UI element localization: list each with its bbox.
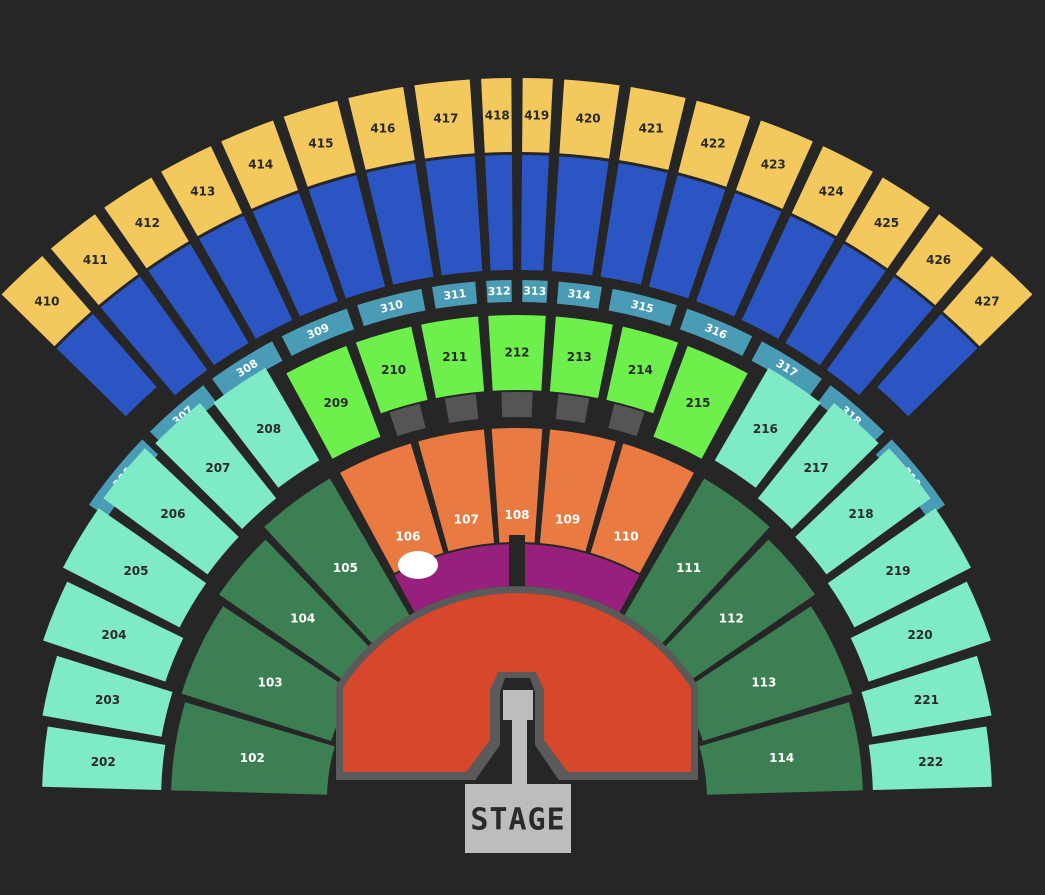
section-315[interactable]	[608, 288, 677, 327]
section-219[interactable]	[827, 508, 972, 628]
section-410[interactable]	[1, 256, 91, 347]
section-111[interactable]	[620, 478, 770, 650]
section-106[interactable]	[340, 443, 444, 574]
section-423-lower[interactable]	[696, 192, 782, 317]
aisle-block	[555, 394, 590, 424]
aisle-block	[389, 403, 426, 437]
section-102[interactable]	[171, 702, 335, 795]
section-312[interactable]	[486, 280, 512, 303]
section-310[interactable]	[357, 288, 426, 327]
section-416[interactable]	[348, 87, 415, 170]
section-218[interactable]	[795, 448, 931, 575]
section-317[interactable]	[751, 341, 822, 397]
section-209[interactable]	[286, 346, 381, 459]
section-205[interactable]	[62, 508, 207, 628]
section-415[interactable]	[283, 100, 356, 187]
section-318[interactable]	[817, 385, 885, 448]
section-416-lower[interactable]	[366, 163, 434, 285]
section-308[interactable]	[212, 341, 283, 397]
section-204[interactable]	[43, 581, 184, 682]
section-313[interactable]	[522, 280, 548, 303]
section-213[interactable]	[549, 316, 613, 399]
section-206[interactable]	[103, 448, 239, 575]
section-109[interactable]	[539, 429, 616, 552]
section-202[interactable]	[42, 726, 166, 791]
section-105[interactable]	[264, 478, 414, 650]
section-425-lower[interactable]	[785, 243, 886, 366]
section-207[interactable]	[155, 402, 277, 529]
section-314[interactable]	[556, 281, 602, 309]
section-423[interactable]	[735, 120, 813, 209]
section-414-lower[interactable]	[252, 192, 338, 317]
section-309[interactable]	[281, 308, 355, 356]
section-417[interactable]	[414, 79, 475, 159]
runway-catwalk	[503, 690, 533, 786]
section-210[interactable]	[355, 326, 428, 414]
section-220[interactable]	[850, 581, 991, 682]
section-422[interactable]	[678, 100, 751, 187]
section-110[interactable]	[590, 443, 694, 574]
section-424-lower[interactable]	[741, 215, 835, 339]
section-215[interactable]	[653, 346, 748, 459]
section-413[interactable]	[161, 146, 243, 237]
section-419[interactable]	[522, 78, 553, 153]
section-212[interactable]	[488, 315, 546, 391]
stage-label: STAGE	[470, 803, 565, 838]
section-112[interactable]	[655, 539, 815, 687]
section-426[interactable]	[895, 214, 984, 306]
section-217[interactable]	[757, 402, 879, 529]
section-418[interactable]	[481, 78, 512, 153]
section-311[interactable]	[432, 281, 478, 309]
section-422-lower[interactable]	[648, 175, 726, 299]
section-417-lower[interactable]	[425, 156, 483, 276]
aisle-block	[501, 392, 533, 418]
section-216[interactable]	[714, 367, 821, 488]
section-412[interactable]	[104, 177, 189, 269]
aisle-bar	[509, 535, 525, 592]
section-415-lower[interactable]	[308, 175, 386, 299]
section-413-lower[interactable]	[199, 215, 293, 339]
section-222[interactable]	[868, 726, 992, 791]
section-420-lower[interactable]	[551, 156, 609, 276]
section-203[interactable]	[42, 655, 173, 737]
section-419-lower[interactable]	[521, 155, 550, 271]
section-411[interactable]	[50, 214, 139, 306]
section-214[interactable]	[606, 326, 679, 414]
section-427[interactable]	[943, 256, 1033, 347]
section-104[interactable]	[219, 539, 379, 687]
aisle-block	[444, 394, 479, 424]
section-208[interactable]	[213, 367, 320, 488]
selected-seat-marker[interactable]	[398, 551, 438, 579]
aisle-block	[608, 403, 645, 437]
section-412-lower[interactable]	[148, 243, 249, 366]
section-307[interactable]	[149, 385, 217, 448]
stage	[465, 784, 571, 853]
section-221[interactable]	[861, 655, 992, 737]
section-427-lower[interactable]	[877, 314, 978, 417]
section-211[interactable]	[421, 316, 485, 399]
section-411-lower[interactable]	[100, 276, 208, 396]
section-107[interactable]	[418, 429, 495, 552]
section-420[interactable]	[559, 79, 620, 159]
section-421-lower[interactable]	[600, 163, 668, 285]
section-414[interactable]	[221, 120, 299, 209]
section-425[interactable]	[845, 177, 930, 269]
section-113[interactable]	[679, 606, 853, 742]
section-410-lower[interactable]	[56, 314, 157, 417]
section-316[interactable]	[679, 308, 753, 356]
section-103[interactable]	[181, 606, 355, 742]
section-426-lower[interactable]	[826, 276, 934, 396]
section-114[interactable]	[699, 702, 863, 795]
floor-layer: STAGE	[336, 586, 698, 853]
section-108[interactable]	[491, 428, 543, 543]
section-424[interactable]	[791, 146, 873, 237]
section-418-lower[interactable]	[484, 155, 513, 271]
section-421[interactable]	[619, 87, 686, 170]
